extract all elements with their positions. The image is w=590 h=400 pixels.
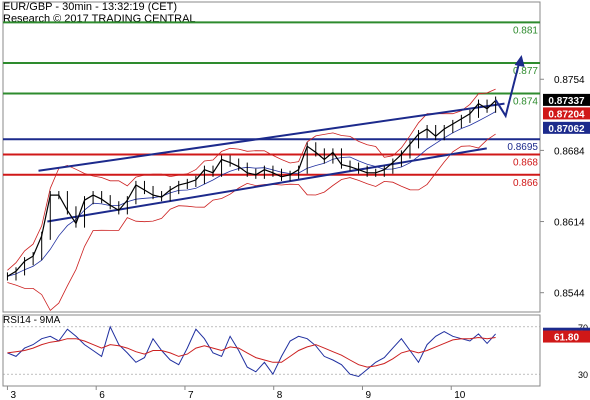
moving-average-line [7, 111, 496, 277]
level-label: 0.881 [513, 25, 538, 36]
bollinger-lower-band [7, 133, 496, 312]
level-label: 0.874 [513, 96, 538, 107]
x-tick-label: 8 [277, 390, 283, 400]
x-tick-label: 9 [365, 390, 371, 400]
price-badge [543, 93, 590, 106]
y-tick-label: 0.8684 [554, 146, 585, 157]
rsi-tick-label: 30 [578, 370, 588, 380]
x-tick-label: 10 [454, 390, 466, 400]
level-label: 0.877 [513, 66, 538, 77]
x-tick-label: 6 [99, 390, 105, 400]
rsi-ma-line [7, 336, 496, 368]
price-badge-label: 0.87204 [548, 109, 585, 120]
y-tick-label: 0.8614 [554, 218, 585, 229]
rsi-badge [543, 330, 590, 343]
level-label: 0.8695 [507, 142, 538, 153]
level-label: 0.866 [513, 178, 538, 189]
channel-upper-line [38, 102, 505, 172]
y-tick-label: 0.8754 [554, 75, 585, 86]
rsi-plot-frame [2, 314, 541, 387]
rsi-label: RSI14 - 9MA [3, 315, 61, 326]
x-tick-label: 3 [10, 390, 16, 400]
price-badge-label: 0.87062 [548, 124, 585, 135]
projection-arrow [494, 60, 521, 119]
projection-arrow-head [514, 54, 525, 67]
chart-title: EUR/GBP - 30min - 13:32:19 (CET) [3, 1, 178, 13]
y-tick-label: 0.8544 [554, 289, 585, 300]
rsi-rsi-line [7, 325, 496, 378]
bollinger-upper-band [7, 88, 496, 271]
x-tick-label: 7 [188, 390, 194, 400]
price-badge [543, 121, 590, 134]
price-badge-label: 0.87337 [548, 96, 585, 107]
level-label: 0.868 [513, 157, 538, 168]
rsi-badge-label: 61.80 [554, 333, 579, 344]
channel-lower-line [47, 147, 487, 223]
price-line [7, 100, 497, 277]
main-plot-frame [2, 1, 541, 313]
price-badge [543, 107, 590, 120]
